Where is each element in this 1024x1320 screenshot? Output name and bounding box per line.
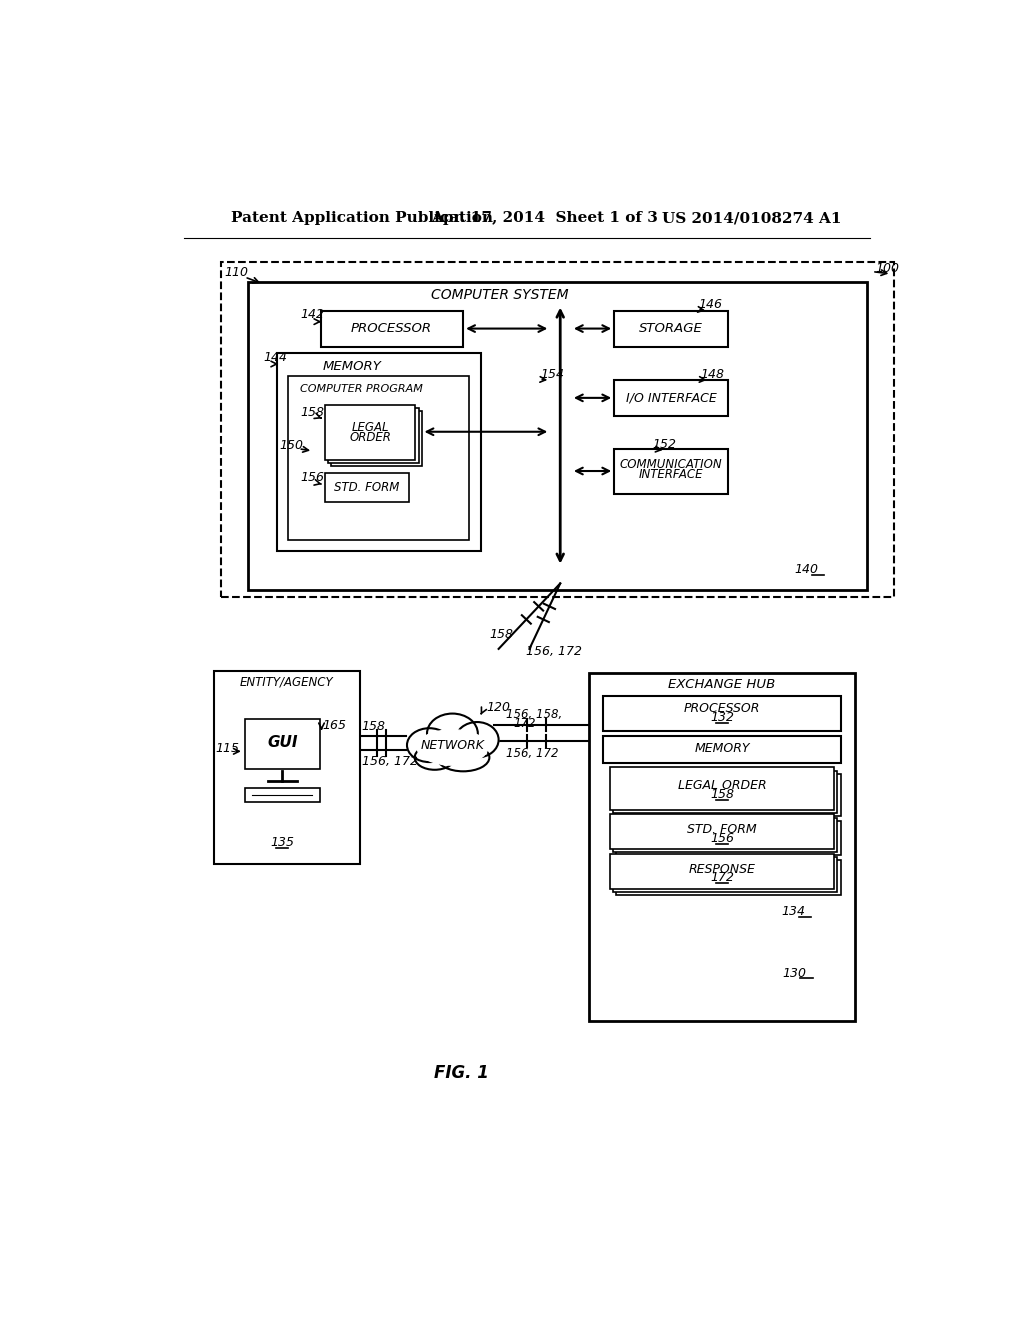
Text: 150: 150: [280, 440, 303, 453]
Text: 156: 156: [710, 832, 734, 845]
Bar: [614, 312, 728, 347]
Text: GUI: GUI: [267, 734, 298, 750]
Bar: [325, 405, 416, 461]
Text: COMPUTER PROGRAM: COMPUTER PROGRAM: [300, 384, 423, 395]
Text: 172: 172: [513, 717, 536, 730]
Bar: [612, 817, 838, 853]
Bar: [615, 859, 841, 895]
Text: 158: 158: [361, 721, 386, 733]
Bar: [614, 450, 728, 494]
Text: ORDER: ORDER: [350, 432, 392, 445]
Text: 140: 140: [795, 564, 818, 576]
Text: EXCHANGE HUB: EXCHANGE HUB: [669, 677, 775, 690]
Ellipse shape: [415, 744, 455, 770]
Text: 144: 144: [263, 351, 287, 363]
Text: ENTITY/AGENCY: ENTITY/AGENCY: [240, 676, 334, 689]
Text: NETWORK: NETWORK: [421, 739, 484, 751]
Bar: [325, 473, 410, 502]
Bar: [603, 696, 841, 731]
Text: COMPUTER SYSTEM: COMPUTER SYSTEM: [431, 289, 569, 302]
Text: 130: 130: [782, 966, 807, 979]
Bar: [221, 263, 894, 598]
Text: 134: 134: [781, 906, 805, 917]
Text: 154: 154: [541, 368, 564, 381]
Text: INTERFACE: INTERFACE: [639, 469, 703, 482]
Ellipse shape: [456, 722, 499, 758]
Bar: [609, 767, 835, 810]
Bar: [609, 814, 835, 849]
Text: 146: 146: [698, 298, 722, 312]
Bar: [214, 671, 360, 863]
Ellipse shape: [437, 743, 489, 771]
Text: 158: 158: [710, 788, 734, 801]
Bar: [612, 771, 838, 813]
Text: I/O INTERFACE: I/O INTERFACE: [626, 391, 717, 404]
Text: 142: 142: [300, 308, 324, 321]
Bar: [614, 380, 728, 416]
Text: 132: 132: [710, 711, 734, 723]
Text: Apr. 17, 2014  Sheet 1 of 3: Apr. 17, 2014 Sheet 1 of 3: [431, 211, 657, 226]
Bar: [615, 821, 841, 855]
Text: PROCESSOR: PROCESSOR: [351, 322, 432, 335]
Bar: [276, 354, 481, 552]
Text: 135: 135: [270, 836, 294, 849]
Bar: [248, 281, 867, 590]
Text: 158: 158: [300, 407, 324, 418]
Bar: [612, 857, 838, 892]
Bar: [328, 408, 419, 463]
Bar: [609, 854, 835, 890]
Text: Patent Application Publication: Patent Application Publication: [230, 211, 493, 226]
Text: MEMORY: MEMORY: [694, 742, 750, 755]
Ellipse shape: [417, 730, 487, 766]
Ellipse shape: [407, 729, 452, 762]
Text: FIG. 1: FIG. 1: [434, 1064, 489, 1082]
Text: 172: 172: [710, 871, 734, 884]
Ellipse shape: [427, 714, 478, 754]
Bar: [615, 774, 841, 816]
Text: RESPONSE: RESPONSE: [688, 862, 756, 875]
Text: 115: 115: [215, 742, 240, 755]
Bar: [331, 411, 422, 466]
Bar: [603, 737, 841, 763]
Text: LEGAL ORDER: LEGAL ORDER: [678, 779, 766, 792]
Text: MEMORY: MEMORY: [323, 360, 382, 372]
Text: 156, 172: 156, 172: [361, 755, 418, 768]
Text: PROCESSOR: PROCESSOR: [684, 702, 760, 715]
Text: COMMUNICATION: COMMUNICATION: [620, 458, 722, 471]
Text: US 2014/0108274 A1: US 2014/0108274 A1: [662, 211, 842, 226]
Bar: [590, 673, 855, 1020]
Text: 100: 100: [876, 261, 899, 275]
Text: 148: 148: [700, 368, 724, 381]
Text: STD. FORM: STD. FORM: [334, 480, 399, 494]
Text: 165: 165: [323, 718, 346, 731]
Bar: [245, 788, 319, 803]
Text: 156, 158,: 156, 158,: [506, 708, 562, 721]
Text: 158: 158: [489, 628, 513, 640]
Text: 110: 110: [224, 265, 249, 279]
Text: 120: 120: [486, 701, 510, 714]
Bar: [245, 719, 319, 770]
Text: STORAGE: STORAGE: [639, 322, 703, 335]
Text: LEGAL: LEGAL: [352, 421, 389, 434]
Bar: [321, 312, 463, 347]
Text: 156, 172: 156, 172: [526, 645, 583, 659]
Text: STD. FORM: STD. FORM: [687, 824, 757, 837]
Text: 156: 156: [300, 471, 324, 484]
Bar: [289, 376, 469, 540]
Text: 152: 152: [652, 437, 677, 450]
Text: 156, 172: 156, 172: [506, 747, 558, 760]
